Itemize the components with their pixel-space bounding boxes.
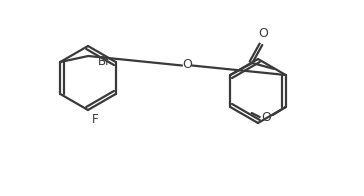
- Text: Br: Br: [98, 54, 111, 67]
- Text: O: O: [182, 58, 192, 71]
- Text: O: O: [258, 27, 268, 40]
- Text: F: F: [92, 113, 99, 126]
- Text: O: O: [261, 111, 271, 123]
